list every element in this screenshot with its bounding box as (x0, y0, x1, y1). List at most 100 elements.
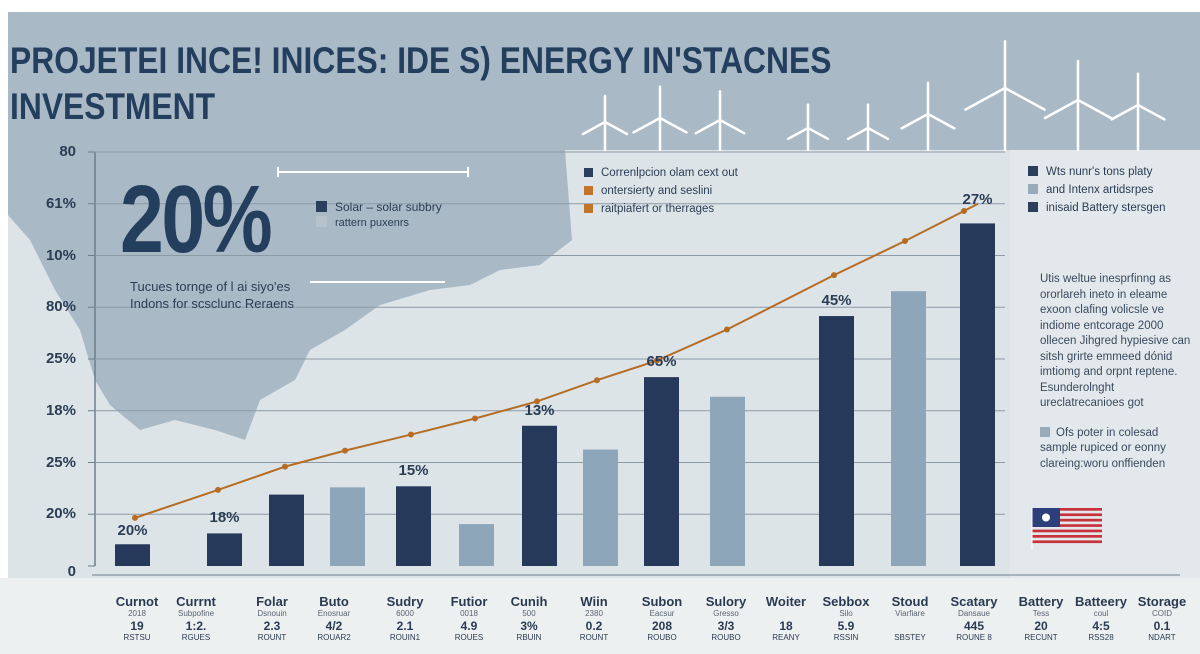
legend-item: ontersierty and seslini (584, 182, 738, 200)
legend-label: Solar – solar subbry (335, 200, 442, 214)
category-label: Folar Dsnouin 2.3 ROUNT (243, 594, 301, 643)
category-value: 19 (130, 619, 144, 633)
bar (644, 377, 679, 566)
legend-swatch (1040, 426, 1050, 437)
category-sub: Dsnouin (257, 609, 287, 618)
us-flag-icon (1031, 508, 1102, 550)
bar (459, 524, 494, 566)
line-point (342, 447, 348, 454)
legend-swatch (584, 204, 593, 213)
side-note: Ofs poter in colesad sample rupiced or e… (1040, 426, 1192, 473)
side-column: Utis weltue inesprfinng as ororlareh ine… (1040, 272, 1192, 472)
wind-turbine-icon (964, 39, 1046, 152)
category-label: Batteery coul 4:5 RSS28 (1072, 594, 1130, 643)
legend-item: rattern puxenrs (316, 216, 442, 230)
category-sub: Gresso (713, 609, 739, 618)
category-value: 4:5 (1092, 619, 1110, 633)
category-tag: ROUNE 8 (956, 633, 992, 642)
category-name: Storage (1137, 594, 1187, 609)
wind-turbine-icon (581, 94, 629, 152)
highlight-caption: Tucues tornge of l ai siyo'es Indons for… (130, 278, 294, 312)
page-title: PROJETEI INCE! INICES: IDE S) ENERGY IN'… (10, 38, 831, 130)
category-value: 0.1 (1153, 619, 1171, 633)
category-tag: NDART (1148, 633, 1176, 642)
category-sub: 500 (522, 609, 536, 618)
data-label: 45% (821, 292, 852, 310)
category-label: Cunih 500 3% RBUIN (500, 594, 558, 643)
category-tag: ROUNT (579, 633, 609, 642)
y-tick-label: 0 (67, 563, 76, 580)
legend-label: inisaid Battery stersgen (1046, 202, 1166, 214)
y-tick-label: 25% (45, 350, 76, 367)
category-name: Scatary (950, 594, 998, 609)
side-note-text: Ofs poter in colesad sample rupiced or e… (1040, 426, 1166, 470)
wind-turbine-icon (900, 81, 956, 152)
caption-line: Tucues tornge of l ai siyo'es (130, 279, 291, 294)
category-label: Sulory Gresso 3/3 ROUBO (697, 594, 755, 643)
line-point (594, 377, 600, 384)
category-tag: RSS28 (1088, 633, 1114, 642)
category-value: 0.2 (585, 619, 603, 633)
category-value: 2.1 (396, 619, 414, 633)
category-value: 2.3 (263, 619, 281, 633)
wind-turbine-icon (846, 103, 890, 152)
y-tick-label: 80 (59, 143, 76, 160)
category-label: Scatary Dansaue 445 ROUNE 8 (945, 594, 1003, 643)
wind-turbine-icon (1110, 72, 1166, 152)
caption-line: Indons for scsclunc Reraens (130, 296, 295, 311)
category-value: 208 (651, 619, 673, 633)
category-name: Sudry (386, 594, 424, 609)
category-sub: Dansaue (957, 609, 991, 618)
legend-label: raitpiafert or therrages (601, 203, 715, 215)
wind-turbine-icon (632, 85, 688, 152)
category-tag: RSTSU (123, 633, 151, 642)
category-label: Storage COID 0.1 NDART (1133, 594, 1191, 643)
category-tag: ROUBO (647, 633, 677, 642)
category-tag: ROUIN1 (389, 633, 421, 642)
category-name: Cunih (510, 594, 548, 609)
category-sub: 6000 (396, 609, 414, 618)
category-name: Stoud (891, 594, 929, 609)
category-sub: 0018 (460, 609, 478, 618)
bar (710, 396, 745, 566)
legend-item: inisaid Battery stersgen (1028, 199, 1166, 217)
legend-item: Wts nunr's tons platy (1028, 163, 1166, 181)
category-tag: ROUAR2 (317, 633, 351, 642)
category-tag: RGUES (181, 633, 211, 642)
category-value: 3/3 (717, 619, 735, 633)
bar (115, 544, 150, 566)
category-value: 18 (779, 619, 793, 633)
legend-swatch (1028, 184, 1038, 194)
category-tag: REANY (772, 633, 800, 642)
legend-swatch (584, 168, 593, 177)
line-point (534, 398, 540, 405)
line-point (472, 415, 478, 422)
y-tick-label: 61% (45, 194, 76, 212)
side-paragraph: Utis weltue inesprfinng as ororlareh ine… (1040, 273, 1191, 409)
category-label: Woiter 18 REANY (757, 594, 815, 643)
title-line-2: INVESTMENT (10, 86, 216, 127)
map-shape (8, 12, 1200, 440)
legend-swatch (316, 201, 327, 212)
category-tag: RBUIN (516, 633, 542, 642)
category-tag: ROUES (454, 633, 484, 642)
category-value: 4/2 (325, 619, 343, 633)
category-name: Woiter (765, 594, 807, 609)
bar (330, 487, 365, 566)
category-value: 5.9 (837, 619, 855, 633)
category-label: Currnt Subpofine 1:2. RGUES (167, 594, 225, 643)
wind-turbine-icon (786, 103, 830, 152)
bar (396, 486, 431, 566)
category-name: Batteery (1074, 594, 1128, 609)
category-label: Futior 0018 4.9 ROUES (440, 594, 498, 643)
bar (522, 425, 557, 566)
y-tick-label: 18% (45, 401, 76, 419)
line-point (654, 357, 660, 364)
category-value: 20 (1034, 619, 1048, 633)
category-sub: coul (1093, 609, 1109, 618)
category-label: Sebbox Silo 5.9 RSSIN (817, 594, 875, 643)
legend-item: and Intenx artidsrpes (1028, 181, 1166, 199)
category-tag: RSSIN (833, 633, 859, 642)
wind-turbines (581, 39, 1166, 152)
